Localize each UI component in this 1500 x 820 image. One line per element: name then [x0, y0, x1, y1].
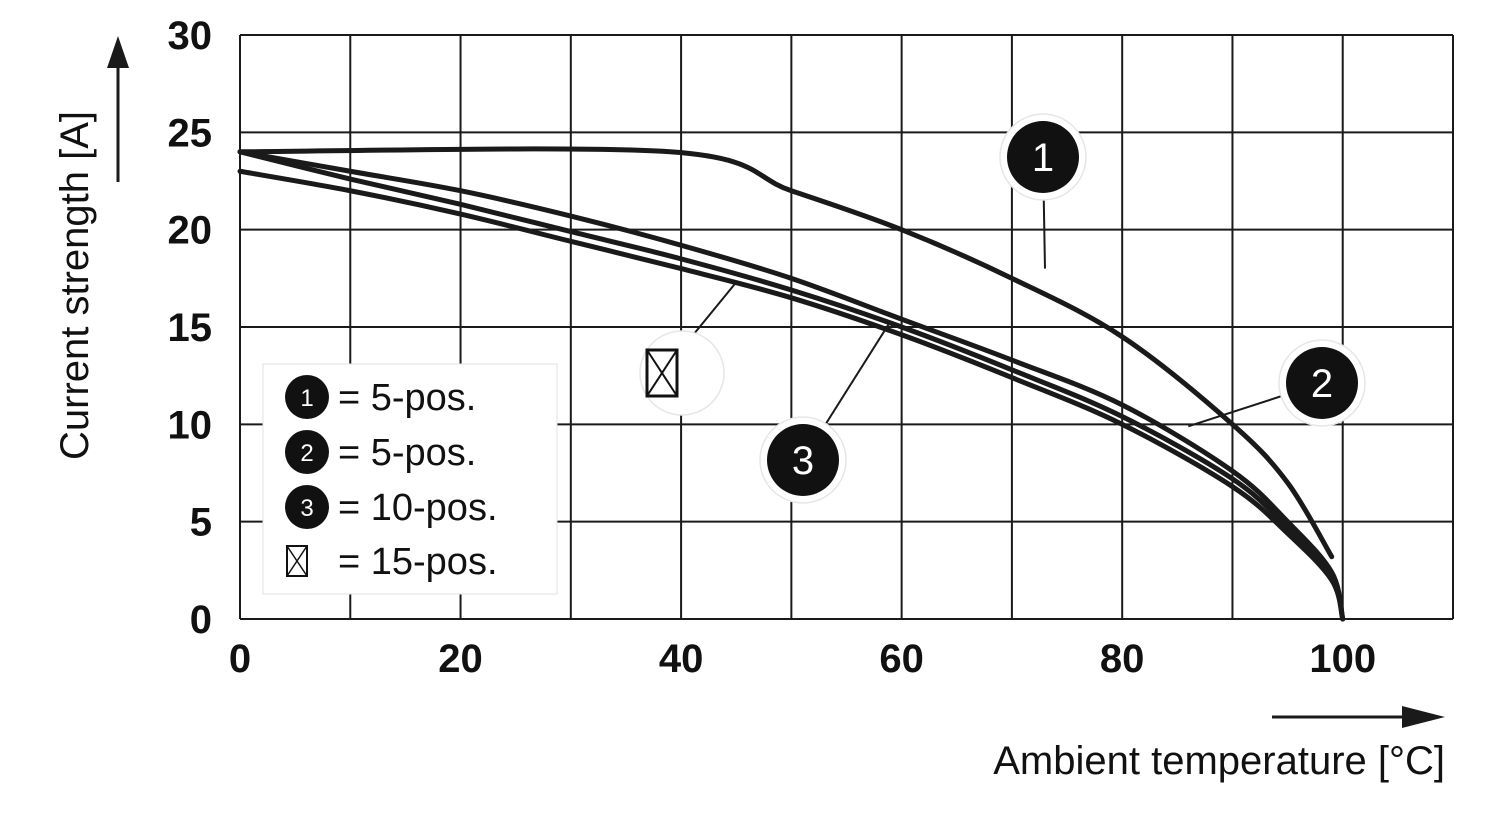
legend-marker-2	[285, 430, 329, 474]
callout-circle-3	[767, 424, 839, 496]
legend-label: = 10-pos.	[338, 487, 498, 529]
tick-labels: 0 20 40 60 80 100 0 5 10 15 20 25 30	[168, 14, 1377, 681]
series-line-2	[237, 149, 1346, 622]
y-axis-title-group: Current strength [A]	[53, 36, 129, 460]
series-line-1	[237, 146, 1335, 560]
legend-marker-number: 3	[300, 495, 313, 522]
legend: 1 = 5-pos. 2 = 5-pos. 3 = 10-pos. = 15-pos.	[262, 363, 558, 595]
y-tick-label: 20	[168, 209, 213, 253]
legend-label: = 15-pos.	[338, 541, 498, 583]
callout-number-2: 2	[1311, 362, 1333, 406]
series-line-15-pos	[237, 168, 1346, 622]
x-tick-label: 0	[229, 637, 251, 681]
y-axis-title: Current strength [A]	[53, 111, 97, 460]
callout-circle-2	[1286, 347, 1358, 419]
legend-label: = 5-pos.	[338, 377, 476, 419]
legend-label: = 5-pos.	[338, 432, 476, 474]
series-markers: 1 2 3	[639, 113, 1366, 504]
x-tick-label: 60	[879, 637, 924, 681]
x-tick-label: 100	[1309, 637, 1376, 681]
y-tick-label: 10	[168, 403, 213, 447]
x-tick-label: 20	[438, 637, 483, 681]
legend-marker-number: 2	[300, 440, 313, 467]
x-axis-title: Ambient temperature [°C]	[993, 739, 1445, 783]
callout-box-marker-cross	[646, 349, 678, 397]
y-tick-label: 30	[168, 14, 213, 58]
y-tick-label: 0	[190, 598, 212, 642]
grid	[239, 34, 1454, 620]
y-tick-label: 25	[168, 111, 213, 155]
x-tick-label: 40	[659, 637, 704, 681]
series-lines	[237, 146, 1346, 622]
x-axis-arrow-head	[1402, 706, 1445, 728]
legend-marker-1	[285, 375, 329, 419]
legend-box-marker-cross	[286, 545, 308, 577]
callout-number-1: 1	[1032, 136, 1054, 180]
x-tick-label: 80	[1100, 637, 1145, 681]
y-tick-label: 5	[190, 501, 212, 545]
y-tick-label: 15	[168, 306, 213, 350]
legend-marker-number: 1	[300, 385, 313, 412]
series-line-3	[237, 149, 1346, 622]
callout-circle-1	[1007, 121, 1079, 193]
y-axis-arrow-head	[107, 36, 129, 68]
callout-number-3: 3	[792, 439, 814, 483]
legend-marker-3	[285, 485, 329, 529]
x-axis-title-group: Ambient temperature [°C]	[993, 706, 1445, 783]
